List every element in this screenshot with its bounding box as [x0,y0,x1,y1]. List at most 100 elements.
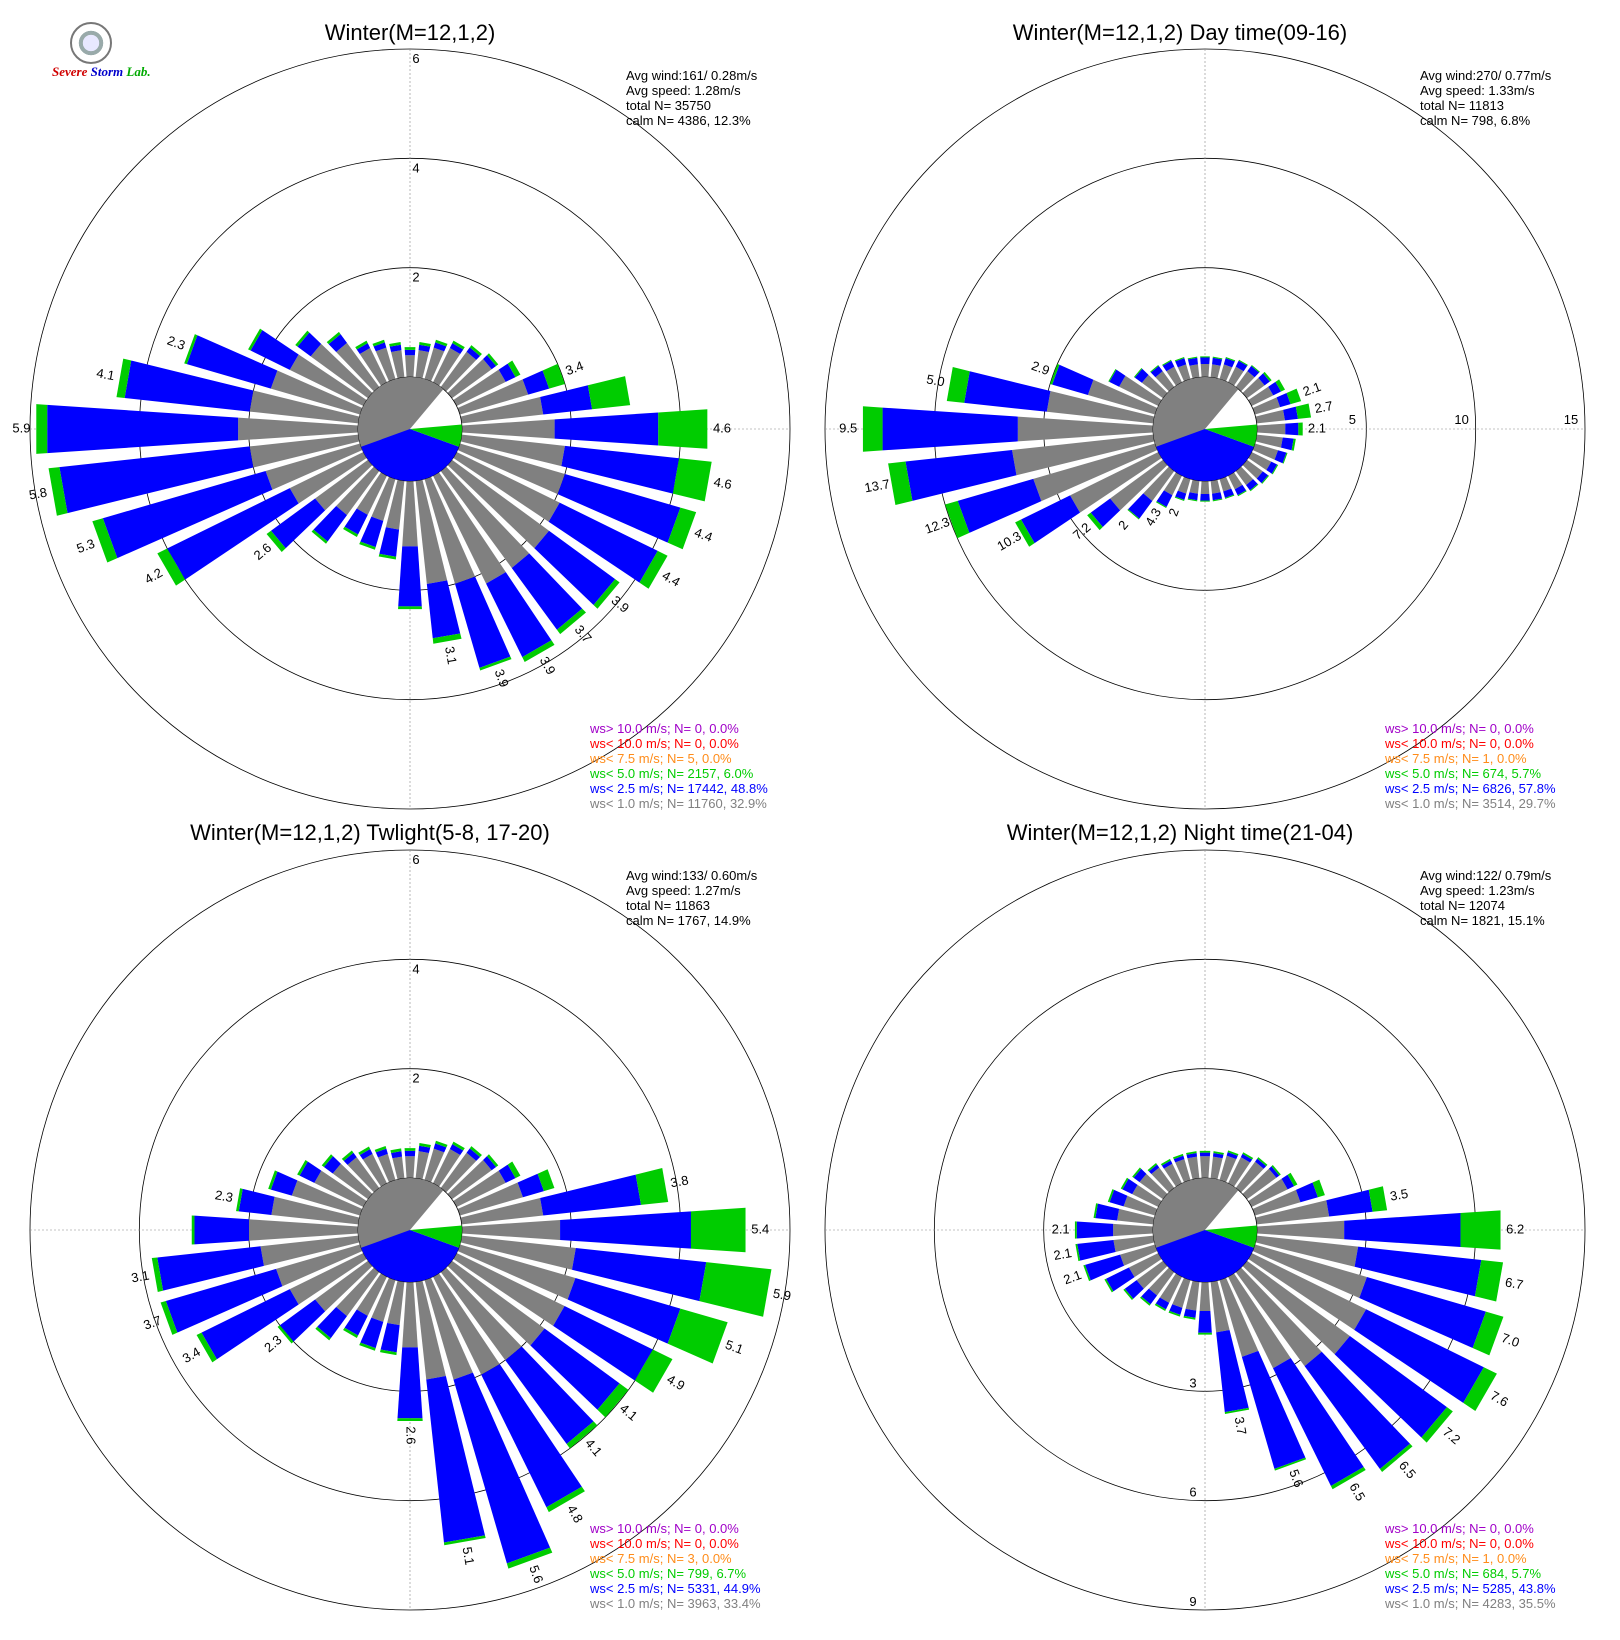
ring-label: 3 [1189,1375,1196,1390]
bar-segment-lt1 [1219,1155,1237,1183]
bar-value-label: 4.4 [660,568,683,590]
bar-segment-lt25 [356,343,371,354]
bar-segment-lt5 [419,1142,431,1148]
bar-value-label: 4.2 [142,565,165,587]
stats-line: total N= 35750 [626,98,711,113]
bar-segment-lt1 [1148,1267,1175,1296]
bar-segment-lt25 [433,342,447,352]
bar-segment-lt5 [266,530,286,553]
bar-segment-lt5 [1172,1153,1184,1160]
bar-segment-lt1 [1242,1260,1350,1355]
legend-entry: ws< 2.5 m/s; N= 5331, 44.9% [589,1581,761,1596]
bar-value-label: 4.8 [564,1502,586,1525]
bar-segment-lt25 [59,446,254,514]
bar-segment-lt1 [1255,434,1283,448]
logo-word-2: Storm [90,64,124,79]
bar-segment-lt1 [440,1152,477,1193]
bar-segment-lt5 [1237,490,1247,497]
bar-segment-lt1 [1155,371,1175,392]
bar-segment-lt1 [1012,434,1155,476]
bar-segment-lt5 [1187,498,1198,502]
legend-entry: ws< 1.0 m/s; N= 3514, 29.7% [1384,796,1556,811]
bar-segment-lt5 [36,404,48,454]
bar-segment-lt25 [1334,1336,1447,1438]
bar-value-label: 4.4 [692,525,714,545]
bar-segment-lt25 [1268,1166,1280,1178]
bar-segment-lt5 [379,1349,397,1356]
bar-segment-lt1 [440,1267,522,1361]
bar-segment-lt5 [1200,356,1210,358]
bar-segment-lt25 [426,580,461,639]
calm-sector-lt5 [1205,1225,1257,1248]
bar-segment-lt25 [1256,471,1269,484]
bar-segment-lt25 [418,1145,431,1153]
bar-segment-lt5 [1123,1288,1134,1301]
bar-segment-lt25 [389,344,402,352]
bar-segment-lt1 [1177,364,1191,382]
bar-segment-lt25 [1183,1308,1197,1318]
bar-segment-lt1 [1235,1161,1264,1193]
bar-value-label: 7.2 [1440,1424,1463,1447]
bar-segment-lt1 [1256,1220,1345,1240]
bar-value-label: 5.1 [723,1337,745,1357]
bar-segment-lt5 [1050,363,1060,385]
bar-segment-lt25 [201,1289,299,1360]
bar-value-label: 3.4 [563,358,585,378]
bar-segment-lt1 [402,480,418,547]
bar-segment-lt1 [1136,1260,1168,1289]
legend-entry: ws< 5.0 m/s; N= 2157, 6.0% [589,766,754,781]
bar-segment-lt25 [1273,1358,1364,1486]
bar-segment-lt5 [435,1140,448,1148]
bar-segment-lt5 [1295,403,1312,419]
bar-segment-lt5 [374,1145,387,1153]
bar-segment-lt1 [392,1156,405,1180]
bar-segment-lt1 [359,348,388,386]
bar-segment-lt5 [658,409,708,449]
bar-segment-lt1 [1252,1189,1301,1216]
bar-value-label: 13.7 [863,476,891,495]
bar-segment-lt1 [424,347,445,382]
bar-segment-lt1 [1017,416,1154,442]
bar-segment-lt1 [1143,466,1175,501]
bar-segment-lt5 [157,548,186,586]
bar-segment-lt5 [398,606,422,610]
legend-entry: ws< 1.0 m/s; N= 11760, 32.9% [589,796,767,811]
bar-segment-lt1 [1172,1277,1191,1308]
bar-segment-lt25 [1076,1221,1114,1239]
bar-segment-lt5 [1147,1163,1158,1172]
bar-segment-lt1 [432,348,461,386]
bar-segment-lt1 [461,1220,561,1240]
bar-segment-lt25 [522,370,550,395]
bar-value-label: 5.0 [925,371,945,389]
bar-segment-lt25 [418,344,431,352]
calm-sector-lt5 [410,1225,462,1248]
bar-segment-lt5 [1249,483,1259,492]
bar-segment-lt25 [1258,373,1270,386]
bar-segment-lt1 [1252,1244,1367,1299]
bar-value-label: 3.9 [492,667,512,689]
bar-segment-lt1 [415,1151,429,1180]
bar-segment-lt5 [1271,1165,1281,1176]
bar-segment-lt5 [639,550,668,589]
bar-segment-lt25 [560,1211,691,1249]
stats-line: Avg wind:122/ 0.79m/s [1420,868,1552,883]
bar-segment-lt1 [371,476,396,521]
bar-segment-lt1 [461,419,555,439]
bar-segment-lt5 [1379,1443,1413,1472]
bar-segment-lt5 [946,367,970,403]
bar-value-label: 5.8 [28,485,48,503]
bar-segment-lt1 [387,1280,405,1326]
bar-segment-lt1 [447,358,492,399]
bar-value-label: 4.6 [713,474,733,492]
bar-segment-lt1 [1128,1252,1162,1278]
bar-segment-lt5 [341,1150,354,1161]
panel-title: Winter(M=12,1,2) Night time(21-04) [1007,820,1354,845]
bar-segment-lt5 [1298,422,1303,436]
bar-segment-lt25 [250,330,299,370]
bar-segment-lt1 [310,343,373,399]
bar-segment-lt25 [1085,1254,1125,1281]
bar-segment-lt1 [336,342,380,392]
bar-segment-lt1 [1177,476,1191,494]
bar-segment-lt1 [289,1252,367,1305]
bar-segment-lt25 [1212,492,1223,501]
